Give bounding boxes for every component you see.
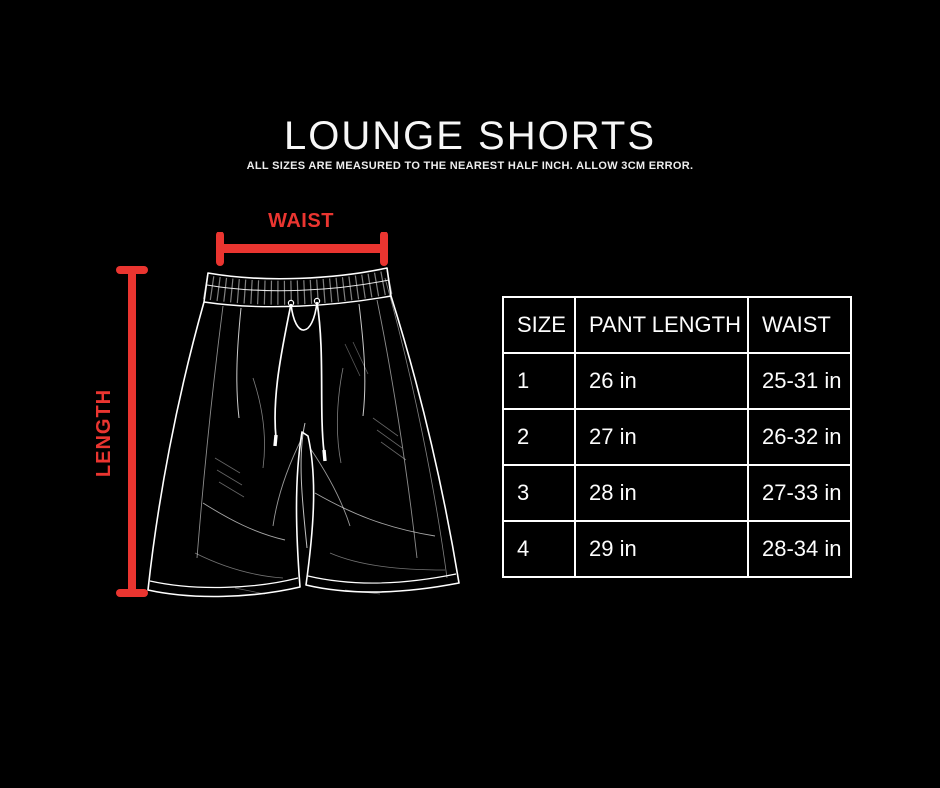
size-cell: 4 [502, 520, 576, 578]
waist-measure-line [216, 232, 388, 266]
page-title: LOUNGE SHORTS [284, 114, 656, 158]
column-header-size: SIZE [502, 296, 576, 354]
size-cell: 2 [502, 408, 576, 466]
waist-cell: 28-34 in [747, 520, 852, 578]
table-header-row: SIZE PANT LENGTH WAIST [502, 296, 852, 354]
table-row: 4 29 in 28-34 in [502, 520, 852, 578]
length-measurement-label: LENGTH [93, 388, 115, 478]
pant-length-cell: 26 in [574, 352, 749, 410]
waist-cell: 25-31 in [747, 352, 852, 410]
column-header-pant-length: PANT LENGTH [574, 296, 749, 354]
column-header-waist: WAIST [747, 296, 852, 354]
page-subtitle: ALL SIZES ARE MEASURED TO THE NEAREST HA… [246, 160, 694, 172]
pant-length-cell: 29 in [574, 520, 749, 578]
waist-measurement-label: WAIST [268, 210, 334, 232]
table-row: 1 26 in 25-31 in [502, 352, 852, 410]
table-row: 3 28 in 27-33 in [502, 464, 852, 522]
size-cell: 1 [502, 352, 576, 410]
shorts-illustration [147, 267, 460, 598]
waist-cell: 26-32 in [747, 408, 852, 466]
size-table: SIZE PANT LENGTH WAIST 1 26 in 25-31 in … [502, 296, 852, 578]
table-row: 2 27 in 26-32 in [502, 408, 852, 466]
pant-length-cell: 28 in [574, 464, 749, 522]
length-measure-line [116, 266, 148, 597]
pant-length-cell: 27 in [574, 408, 749, 466]
size-cell: 3 [502, 464, 576, 522]
waist-cell: 27-33 in [747, 464, 852, 522]
